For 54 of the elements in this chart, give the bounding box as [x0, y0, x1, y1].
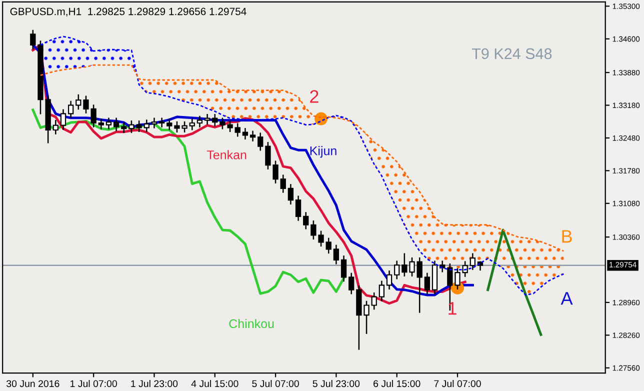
- candlestick: [52, 120, 58, 134]
- candlestick: [333, 244, 340, 264]
- candlestick: [258, 132, 264, 151]
- chart-title: GBPUSD.m,H1 1.29825 1.29829 1.29656 1.29754: [10, 8, 246, 16]
- x-tick-label: 5 Jul 07:00: [252, 380, 299, 388]
- x-tick-label: 5 Jul 23:00: [312, 380, 360, 388]
- candlestick: [303, 212, 309, 230]
- candlestick: [242, 128, 248, 140]
- x-tick-label: 4 Jul 15:00: [191, 380, 238, 388]
- x-tick-label: 30 Jun 2016: [6, 380, 60, 388]
- candlestick: [121, 122, 127, 133]
- candlestick: [106, 118, 112, 130]
- candlestick: [416, 257, 422, 313]
- candlestick: [196, 116, 203, 128]
- candlestick: [378, 280, 385, 302]
- candlestick: [280, 174, 286, 193]
- candlestick: [158, 118, 165, 128]
- candlestick: [288, 184, 294, 204]
- line-series: [486, 228, 542, 336]
- candlestick: [151, 118, 158, 128]
- candlestick: [250, 130, 256, 142]
- candlestick: [234, 123, 240, 137]
- annotation: Kijun: [310, 146, 336, 158]
- annotation: 2: [310, 90, 318, 103]
- candlestick: [295, 196, 302, 221]
- annotation: 1: [448, 302, 456, 315]
- candlestick: [340, 256, 347, 282]
- candlestick: [30, 30, 36, 50]
- candlestick: [144, 120, 150, 132]
- candlestick: [424, 272, 430, 294]
- candlestick: [98, 118, 104, 130]
- candlestick: [76, 94, 82, 110]
- candlestick: [326, 238, 332, 254]
- x-tick-label: 1 Jul 23:00: [131, 380, 178, 388]
- candlestick: [371, 292, 377, 310]
- candlestick: [394, 260, 400, 280]
- annotation: Chinkou: [229, 318, 274, 328]
- annotation: A: [560, 292, 573, 305]
- candlestick: [386, 270, 392, 290]
- x-tick-label: 6 Jul 15:00: [374, 380, 420, 388]
- x-tick-label: 1 Jul 07:00: [70, 380, 117, 388]
- candlestick: [470, 253, 476, 270]
- line-series: [32, 108, 346, 295]
- annotation: T9 K24 S48: [472, 48, 552, 60]
- candlestick: [212, 114, 218, 126]
- x-tick-label: 7 Jul 07:00: [434, 380, 481, 388]
- candlestick: [113, 118, 120, 132]
- candlestick: [60, 109, 66, 130]
- candlestick: [68, 100, 74, 118]
- annotation: B: [562, 230, 572, 243]
- candlestick: [189, 118, 195, 130]
- candlestick: [348, 272, 354, 294]
- annotation: Tenkan: [206, 150, 246, 160]
- candlestick: [166, 118, 172, 130]
